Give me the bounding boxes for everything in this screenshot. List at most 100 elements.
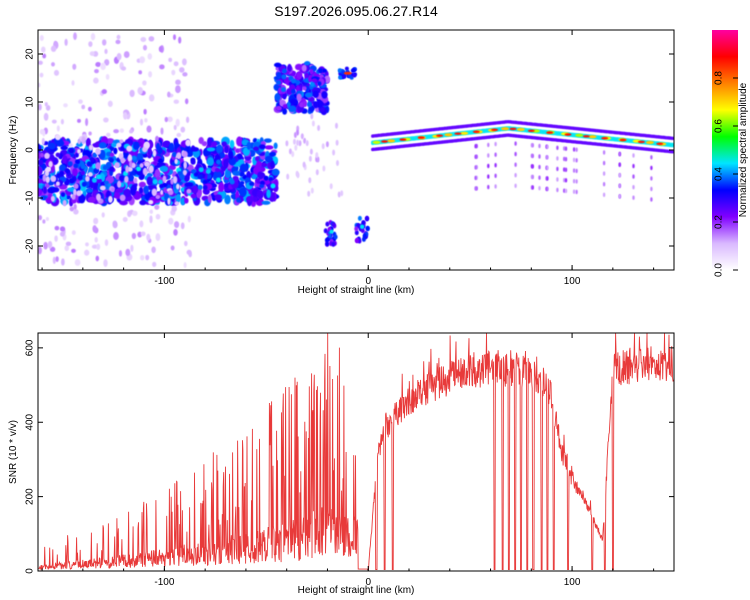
spectrogram-cell <box>168 142 175 152</box>
spectrogram-cell <box>59 231 65 237</box>
spectrogram-cell <box>142 80 147 86</box>
spectrogram-y-tick-label: 20 <box>25 48 36 60</box>
spectrogram-cell <box>315 152 319 159</box>
spectrogram-cell <box>253 141 261 148</box>
spectrogram-cell <box>80 164 86 170</box>
spectrogram-cell <box>146 125 152 133</box>
spectrogram-cell <box>51 119 57 124</box>
spectrogram-cell <box>288 105 297 113</box>
spectrogram-cell <box>73 183 79 190</box>
spectrogram-cell <box>55 140 65 147</box>
spectrogram-cell <box>69 206 75 212</box>
spectrogram-cell <box>321 143 325 150</box>
spectrogram-cell <box>317 125 321 131</box>
spectrogram-cell <box>119 194 126 202</box>
spectrogram-cell <box>256 189 264 200</box>
spectrogram-cell <box>180 197 186 206</box>
spectrogram-cell <box>74 152 79 158</box>
spectrogram-cell <box>145 254 150 261</box>
spectrogram-cell <box>55 181 60 186</box>
spectrogram-cell <box>173 229 178 236</box>
spectrogram-cell <box>104 59 110 66</box>
spectrogram-cell <box>87 106 92 112</box>
spectrogram-cell <box>133 177 138 184</box>
spectrogram-cell <box>67 161 73 167</box>
spectrogram-cell <box>77 175 83 181</box>
spectrogram-cell <box>650 197 653 202</box>
spectrogram-cell <box>202 185 208 190</box>
spectrogram-cell <box>159 184 165 188</box>
spectrogram-cell <box>252 146 259 151</box>
spectrogram-cell <box>154 204 160 210</box>
spectrogram-cell <box>474 154 477 159</box>
spectrogram-cell <box>228 157 237 166</box>
spectrogram-cell <box>338 75 343 80</box>
snr-x-label: Height of straight line (km) <box>298 585 415 596</box>
spectrogram-y-tick-label: 10 <box>25 96 36 108</box>
spectrogram-cell <box>123 111 128 120</box>
spectrogram-cell <box>73 208 79 215</box>
spectrogram-cell <box>174 158 178 165</box>
spectrogram-cell <box>564 178 568 183</box>
spectrogram-cell <box>197 174 203 180</box>
spectrogram-cell <box>94 68 99 74</box>
spectrogram-cell <box>78 194 86 204</box>
spectrogram-cell <box>71 194 76 200</box>
spectrogram-cell <box>249 181 255 186</box>
spectrogram-cell <box>514 141 517 146</box>
spectrogram-cell <box>257 171 265 180</box>
spectrogram-cell <box>168 164 176 171</box>
spectrogram-cell <box>104 239 109 246</box>
spectrogram-cell <box>85 137 91 147</box>
spectrogram-cell <box>206 147 216 152</box>
spectrogram-cell <box>45 176 50 183</box>
spectrogram-cell <box>474 186 477 191</box>
spectrogram-cell <box>293 138 296 145</box>
spectrogram-cell <box>158 179 163 185</box>
spectrogram-cell <box>184 182 194 188</box>
spectrogram-cell <box>85 242 89 247</box>
spectrogram-cell <box>538 186 541 191</box>
spectrogram-cell <box>148 94 155 102</box>
spectrogram-cell <box>45 105 51 111</box>
spectrogram-cell <box>336 160 339 166</box>
spectrogram-cell <box>68 177 76 184</box>
spectrogram-x-tick-label: 0 <box>365 276 371 287</box>
spectrogram-cell <box>216 159 221 165</box>
spectrogram-cell <box>71 248 76 253</box>
spectrogram-cell <box>361 220 366 226</box>
spectrogram-cell <box>184 98 189 105</box>
spectrogram-cell <box>175 85 181 94</box>
spectrogram-cell <box>116 142 122 148</box>
spectrogram-cell <box>514 173 517 178</box>
spectrogram-cell <box>229 179 235 185</box>
spectrogram-cell <box>582 135 590 138</box>
spectrogram-cell <box>144 141 150 149</box>
spectrogram-cell <box>285 140 289 147</box>
spectrogram-cell <box>575 133 584 137</box>
spectrogram-cell <box>60 192 66 197</box>
spectrogram-cell <box>59 164 67 172</box>
spectrogram-cell <box>114 162 120 169</box>
spectrogram-cell <box>170 245 175 251</box>
spectrogram-cell <box>306 101 313 108</box>
spectrogram-cell <box>308 155 312 162</box>
spectrogram-y-tick-label: -20 <box>25 238 36 253</box>
spectrogram-cell <box>129 89 135 98</box>
spectrogram-cell <box>325 221 330 227</box>
spectrogram-cell <box>115 173 121 180</box>
spectrogram-cell <box>546 176 549 181</box>
spectrogram-cell <box>650 165 653 171</box>
spectrogram-cell <box>43 241 48 250</box>
spectrogram-cell <box>38 187 42 197</box>
spectrogram-cell <box>291 78 296 84</box>
spectrogram-cell <box>296 93 302 102</box>
spectrogram-cell <box>296 139 300 146</box>
spectrogram-cell <box>80 170 86 176</box>
spectrogram-cell <box>73 203 77 210</box>
spectrogram-cell <box>99 185 106 191</box>
spectrogram-cell <box>175 193 181 203</box>
spectrogram-cell <box>88 41 93 47</box>
spectrogram-cell <box>273 62 282 68</box>
spectrogram-cell <box>59 170 65 176</box>
